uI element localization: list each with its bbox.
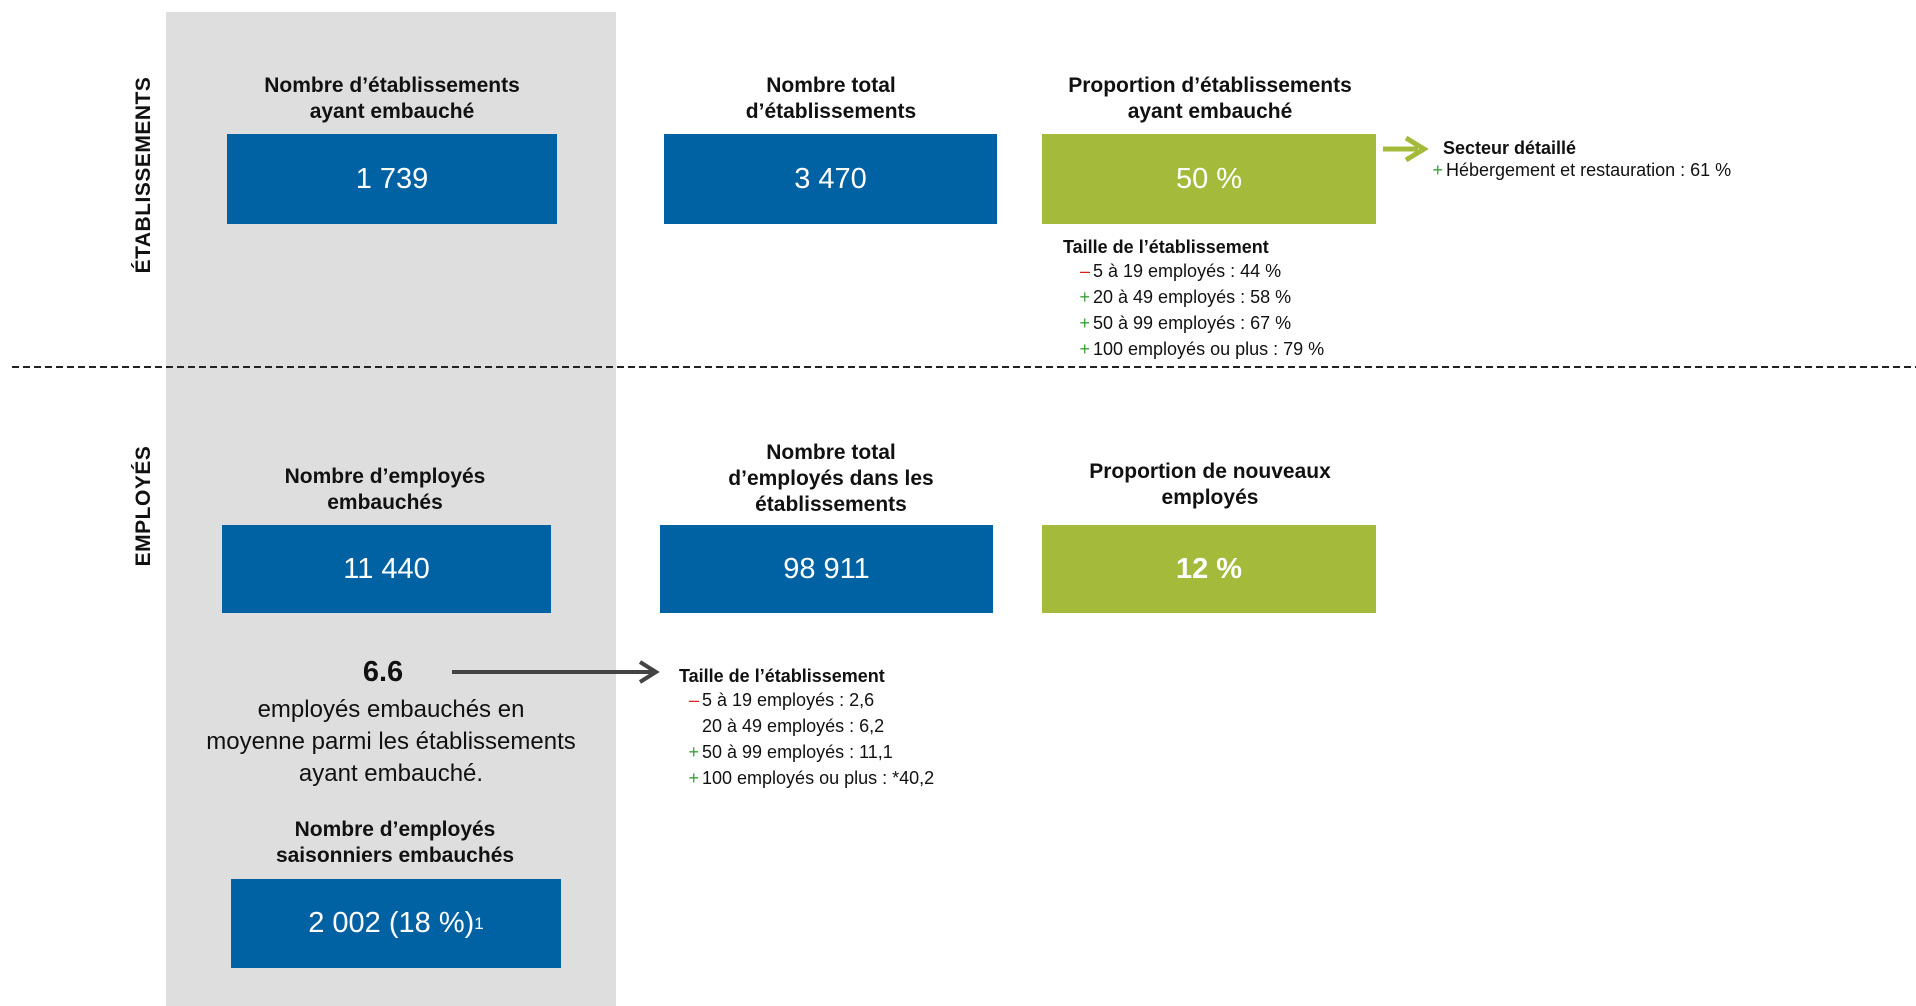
detail-list: Taille de l’établissement –5 à 19 employ… bbox=[679, 665, 934, 791]
list-title: Taille de l’établissement bbox=[679, 666, 885, 686]
gray-arrow bbox=[452, 660, 660, 684]
box-title: Nombre d’établissements ayant embauché bbox=[264, 74, 520, 123]
list-item: +50 à 99 employés : 67 % bbox=[1070, 310, 1324, 336]
list-item: 20 à 49 employés : 6,2 bbox=[679, 713, 934, 739]
footnote-mark: 1 bbox=[474, 913, 484, 933]
box-title: Proportion de nouveaux employés bbox=[1089, 460, 1331, 509]
list-item: –5 à 19 employés : 44 % bbox=[1070, 258, 1324, 284]
list-title: Secteur détaillé bbox=[1443, 138, 1577, 158]
sign: + bbox=[1079, 287, 1090, 307]
item-text: Hébergement et restauration : 61 % bbox=[1446, 160, 1732, 180]
list-item: +50 à 99 employés : 11,1 bbox=[679, 739, 934, 765]
list-item: +100 employés ou plus : *40,2 bbox=[679, 765, 934, 791]
sign: + bbox=[1432, 160, 1443, 180]
sign: + bbox=[688, 768, 699, 788]
item-text: 20 à 49 employés : 6,2 bbox=[702, 716, 885, 736]
green-arrow bbox=[1383, 135, 1429, 163]
box-title: Nombre total d’employés dans les établisse… bbox=[728, 441, 934, 516]
sign: – bbox=[1079, 261, 1090, 281]
list-items: –5 à 19 employés : 2,6 20 à 49 employés :… bbox=[679, 687, 934, 791]
item-text: 5 à 19 employés : 44 % bbox=[1093, 261, 1282, 281]
box-title: Proportion d’établissements ayant embauch… bbox=[1068, 74, 1352, 123]
box-title: Nombre total d’établissements bbox=[745, 74, 917, 123]
value-box: 50 % bbox=[1042, 134, 1376, 224]
section-label: ÉTABLISSEMENTS bbox=[132, 76, 155, 274]
box-title: Nombre d’employés saisonniers embauchés bbox=[275, 818, 515, 867]
value-box: 11 440 bbox=[222, 525, 551, 613]
item-text: 100 employés ou plus : 79 % bbox=[1093, 339, 1325, 359]
list-title: Taille de l’établissement bbox=[1063, 237, 1269, 257]
value: 2 002 (18 %) bbox=[308, 907, 475, 939]
value-box: 12 % bbox=[1042, 525, 1376, 613]
sign: – bbox=[688, 690, 699, 710]
value-box: 1 739 bbox=[227, 134, 557, 224]
detail-list: Taille de l’établissement –5 à 19 employ… bbox=[1063, 236, 1324, 362]
item-text: 50 à 99 employés : 11,1 bbox=[702, 742, 893, 762]
list-item: +20 à 49 employés : 58 % bbox=[1070, 284, 1324, 310]
sign: + bbox=[1079, 313, 1090, 333]
average-text: employés embauchés en moyenne parmi les é… bbox=[206, 696, 576, 787]
value-box: 2 002 (18 %) 1 bbox=[231, 879, 561, 968]
box-title: Nombre d’employés embauchés bbox=[284, 465, 486, 514]
item-text: 20 à 49 employés : 58 % bbox=[1093, 287, 1292, 307]
list-item: + Hébergement et restauration : 61 % bbox=[1423, 159, 1731, 181]
item-text: 5 à 19 employés : 2,6 bbox=[702, 690, 875, 710]
value-box: 98 911 bbox=[660, 525, 993, 613]
detail-list: Secteur détaillé + Hébergement et restaur… bbox=[1432, 137, 1731, 181]
sign: + bbox=[688, 742, 699, 762]
list-item: –5 à 19 employés : 2,6 bbox=[679, 687, 934, 713]
item-text: 50 à 99 employés : 67 % bbox=[1093, 313, 1292, 333]
item-text: 100 employés ou plus : *40,2 bbox=[702, 768, 935, 788]
section-label: EMPLOYÉS bbox=[132, 445, 155, 567]
list-item: +100 employés ou plus : 79 % bbox=[1070, 336, 1324, 362]
list-items: –5 à 19 employés : 44 % +20 à 49 employés… bbox=[1070, 258, 1324, 362]
average-value: 6.6 bbox=[362, 656, 404, 688]
value-box: 3 470 bbox=[664, 134, 997, 224]
sign: + bbox=[1079, 339, 1090, 359]
list-items: + Hébergement et restauration : 61 % bbox=[1423, 159, 1731, 181]
